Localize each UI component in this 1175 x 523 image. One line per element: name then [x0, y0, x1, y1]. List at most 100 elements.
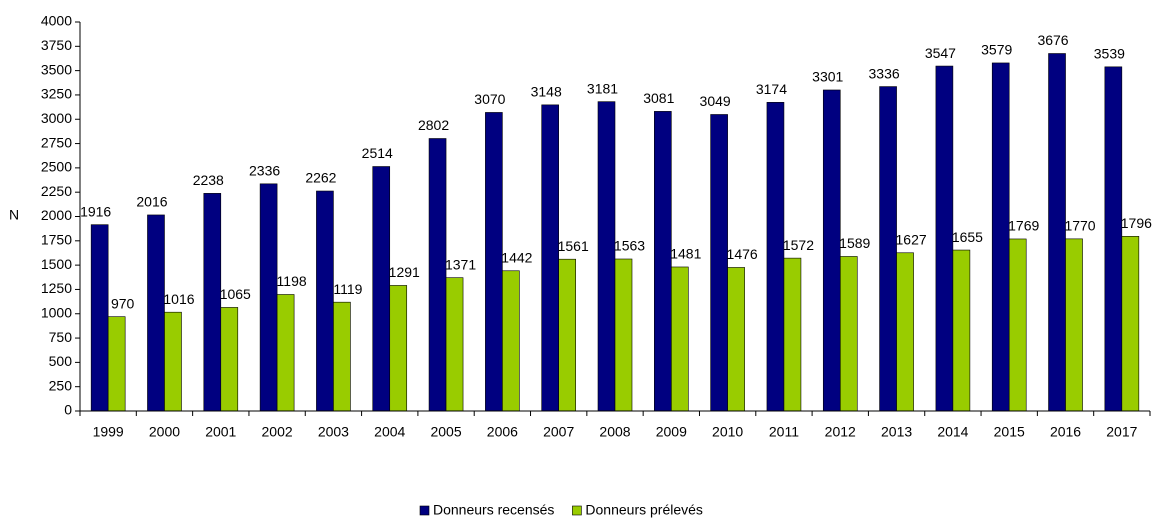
data-label: 3547: [925, 45, 956, 61]
data-label: 3070: [474, 91, 505, 107]
x-tick-label: 2011: [769, 424, 799, 440]
bar: [654, 111, 672, 412]
x-tick-label: 2014: [937, 424, 968, 440]
bar: [1065, 238, 1083, 412]
y-tick-label: 3000: [41, 110, 72, 126]
data-label: 970: [111, 295, 135, 311]
legend-swatch: [572, 505, 582, 516]
data-label: 3148: [531, 84, 562, 100]
bar: [259, 183, 278, 412]
data-label: 3049: [700, 93, 731, 109]
x-tick-label: 2012: [825, 424, 856, 440]
legend-swatch: [419, 505, 430, 516]
bar: [822, 89, 841, 412]
bar: [614, 258, 633, 412]
bar: [558, 258, 576, 412]
y-tick-label: 2000: [41, 207, 72, 223]
data-label: 1572: [783, 237, 814, 253]
x-tick-label: 2010: [712, 424, 743, 440]
bar: [428, 138, 447, 412]
data-label: 2336: [249, 163, 280, 179]
y-tick-label: 1750: [41, 232, 72, 248]
bar: [107, 316, 126, 412]
bar: [839, 256, 858, 412]
bar: [597, 101, 616, 412]
bar: [1048, 53, 1066, 412]
data-label: 3336: [869, 65, 900, 81]
data-label: 3539: [1094, 46, 1125, 62]
bar: [372, 166, 391, 412]
data-label: 2514: [362, 145, 393, 161]
data-label: 2802: [418, 117, 449, 133]
bar: [935, 65, 954, 412]
x-tick-label: 2008: [599, 424, 630, 440]
bar: [164, 311, 182, 412]
data-label: 1770: [1064, 218, 1095, 234]
bar: [220, 307, 239, 412]
bar: [671, 266, 689, 412]
bar: [485, 112, 503, 412]
data-label: 1561: [558, 238, 589, 254]
data-label: 1291: [389, 264, 420, 280]
bar: [147, 214, 165, 412]
bar: [502, 270, 520, 412]
data-label: 1769: [1008, 218, 1039, 234]
x-tick-label: 2000: [149, 424, 180, 440]
bar: [879, 86, 897, 412]
data-label: 1371: [445, 256, 476, 272]
bar: [276, 294, 295, 412]
bar: [766, 102, 785, 412]
y-tick-label: 3500: [41, 61, 72, 77]
x-tick-label: 2001: [205, 424, 236, 440]
y-tick-label: 3750: [41, 37, 72, 53]
bar: [1121, 236, 1140, 412]
x-tick-label: 2006: [487, 424, 518, 440]
data-label: 1442: [501, 249, 532, 265]
x-tick-label: 2016: [1050, 424, 1081, 440]
bar: [389, 285, 408, 412]
x-tick-label: 2005: [430, 424, 461, 440]
data-label: 3301: [812, 69, 843, 85]
legend-label: Donneurs recensés: [433, 502, 554, 518]
data-label: 2238: [193, 172, 224, 188]
data-label: 1627: [896, 231, 927, 247]
x-tick-label: 2013: [881, 424, 912, 440]
y-tick-label: 0: [64, 402, 72, 418]
x-tick-label: 2007: [543, 424, 574, 440]
bar: [203, 193, 222, 412]
data-label: 1589: [839, 235, 870, 251]
data-label: 2016: [136, 194, 167, 210]
bar: [333, 301, 351, 412]
bar: [1104, 66, 1123, 412]
data-label: 2262: [305, 170, 336, 186]
bar: [896, 252, 914, 412]
bar: [541, 104, 559, 412]
x-tick-label: 2003: [318, 424, 349, 440]
x-tick-label: 2004: [374, 424, 405, 440]
y-tick-label: 500: [49, 353, 73, 369]
y-tick-label: 1250: [41, 280, 72, 296]
y-tick-label: 3250: [41, 86, 72, 102]
bar: [710, 114, 728, 412]
data-label: 1476: [727, 246, 758, 262]
bar: [952, 249, 971, 412]
data-label: 1198: [277, 273, 307, 289]
bar: [90, 224, 109, 412]
y-tick-label: 4000: [41, 13, 72, 29]
x-tick-label: 2009: [656, 424, 687, 440]
x-tick-label: 2002: [262, 424, 293, 440]
y-tick-label: 750: [49, 329, 73, 345]
bar: [783, 257, 802, 412]
bar: [991, 62, 1010, 412]
data-label: 3174: [756, 81, 787, 97]
y-tick-label: 1500: [41, 256, 72, 272]
data-label: 1916: [80, 203, 111, 219]
x-tick-label: 2015: [994, 424, 1025, 440]
x-tick-label: 2017: [1106, 424, 1137, 440]
data-label: 1016: [163, 291, 194, 307]
data-label: 3579: [981, 42, 1012, 58]
data-label: 3676: [1037, 32, 1068, 48]
y-tick-label: 2500: [41, 159, 72, 175]
x-tick-label: 1999: [93, 424, 124, 440]
